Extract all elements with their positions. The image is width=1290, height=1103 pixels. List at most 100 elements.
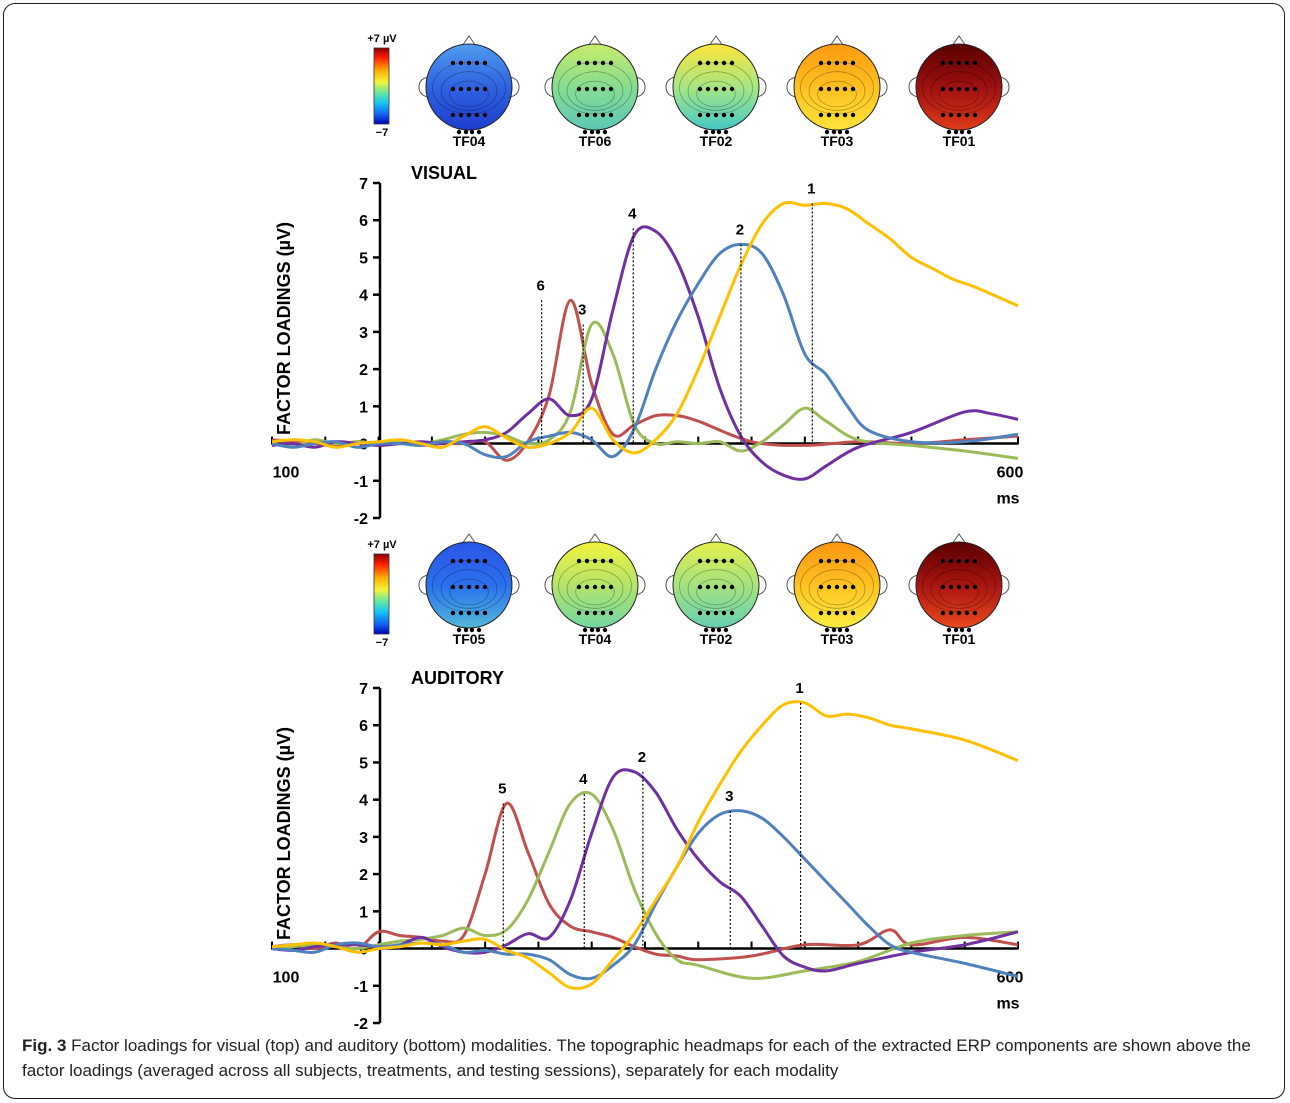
headmap-label: TF05 — [453, 631, 486, 647]
headmap-contour — [930, 569, 988, 609]
electrode-dot — [966, 627, 972, 633]
electrode-dot — [705, 558, 711, 564]
y-tick-label: -1 — [354, 979, 368, 996]
electrode-dot — [450, 112, 456, 118]
electrode-dot — [850, 60, 856, 66]
electrode-dot — [466, 584, 472, 590]
electrode-dot — [600, 610, 606, 616]
chart-title: AUDITORY — [411, 668, 504, 688]
electrode-dot — [705, 610, 711, 616]
electrode-dot — [959, 627, 965, 633]
electrode-dot — [729, 60, 735, 66]
electrode-dot — [964, 112, 970, 118]
electrode-dot — [826, 112, 832, 118]
x-axis-label: ms — [996, 491, 1019, 508]
electrode-dot — [729, 610, 735, 616]
series-line-1 — [271, 320, 1019, 460]
headmap-tf01: TF01 — [908, 533, 1010, 647]
y-tick-label: 3 — [359, 325, 368, 342]
electrode-dot — [466, 610, 472, 616]
headmap-contour — [440, 71, 498, 111]
electrode-dot — [705, 112, 711, 118]
electrode-dot — [450, 86, 456, 92]
electrode-dot — [948, 584, 954, 590]
electrode-dot — [703, 129, 709, 135]
x-tick-label: 600 — [997, 465, 1024, 482]
electrode-dot — [972, 558, 978, 564]
series-line-0 — [271, 801, 1019, 962]
electrode-dot — [474, 610, 480, 616]
electrode-dot — [713, 584, 719, 590]
headmap-contour — [449, 578, 489, 606]
electrode-dot — [474, 584, 480, 590]
electrode-dot — [844, 627, 850, 633]
headmap-nose — [951, 35, 967, 47]
electrode-dot — [697, 558, 703, 564]
electrode-dot — [458, 86, 464, 92]
electrode-dot — [721, 558, 727, 564]
electrode-dot — [956, 584, 962, 590]
electrode-dot — [972, 584, 978, 590]
headmap-ear-left — [908, 574, 919, 596]
headmap-tf04: TF04 — [544, 533, 646, 647]
headmap-ear-left — [665, 76, 676, 98]
headmap-label: TF01 — [943, 133, 976, 149]
electrode-dot — [576, 610, 582, 616]
electrode-dot — [972, 610, 978, 616]
electrode-dot — [964, 60, 970, 66]
headmap-label: TF04 — [579, 631, 612, 647]
electrode-dot — [584, 86, 590, 92]
electrode-dot — [972, 86, 978, 92]
headmap-ear-right — [509, 574, 520, 596]
electrode-dot — [842, 610, 848, 616]
headmap-nose — [461, 35, 477, 47]
headmap-ear-left — [908, 76, 919, 98]
electrode-dot — [940, 558, 946, 564]
electrode-dot — [608, 60, 614, 66]
caption-text: Factor loadings for visual (top) and aud… — [22, 1036, 1251, 1080]
y-tick-label: -2 — [354, 1016, 368, 1033]
electrode-dot — [948, 86, 954, 92]
electrode-dot — [946, 129, 952, 135]
headmap-nose — [708, 35, 724, 47]
headmap-contour — [817, 578, 857, 606]
electrode-dot — [456, 129, 462, 135]
electrode-dot — [608, 558, 614, 564]
colorbar-max-label: +7 µV — [367, 33, 397, 45]
electrode-dot — [818, 558, 824, 564]
electrode-dot — [831, 129, 837, 135]
electrode-dot — [697, 60, 703, 66]
electrode-dot — [592, 86, 598, 92]
headmap-ear-right — [635, 574, 646, 596]
headmap-contour — [687, 569, 745, 609]
electrode-dot — [582, 129, 588, 135]
headmap-ear-right — [756, 574, 767, 596]
electrode-dot — [589, 627, 595, 633]
electrode-dot — [824, 129, 830, 135]
electrode-dot — [595, 627, 601, 633]
series-line-2 — [271, 225, 1019, 481]
peak-label: 1 — [807, 180, 815, 197]
electrode-dot — [482, 610, 488, 616]
electrode-dot — [956, 86, 962, 92]
electrode-dot — [592, 60, 598, 66]
electrode-dot — [842, 60, 848, 66]
electrode-dot — [576, 584, 582, 590]
y-tick-label: 7 — [359, 681, 368, 698]
electrode-dot — [576, 558, 582, 564]
electrode-dot — [729, 558, 735, 564]
electrode-dot — [705, 584, 711, 590]
electrode-dot — [842, 86, 848, 92]
electrode-dot — [964, 86, 970, 92]
headmap-label: TF06 — [579, 133, 612, 149]
electrode-dot — [482, 584, 488, 590]
x-tick-label: 100 — [273, 970, 300, 987]
electrode-dot — [458, 558, 464, 564]
headmap-tf04: TF04 — [418, 35, 520, 149]
peak-label: 6 — [536, 277, 544, 294]
peak-label: 3 — [578, 301, 586, 318]
electrode-dot — [703, 627, 709, 633]
colorbar — [373, 553, 390, 635]
electrode-dot — [697, 112, 703, 118]
electrode-dot — [826, 558, 832, 564]
